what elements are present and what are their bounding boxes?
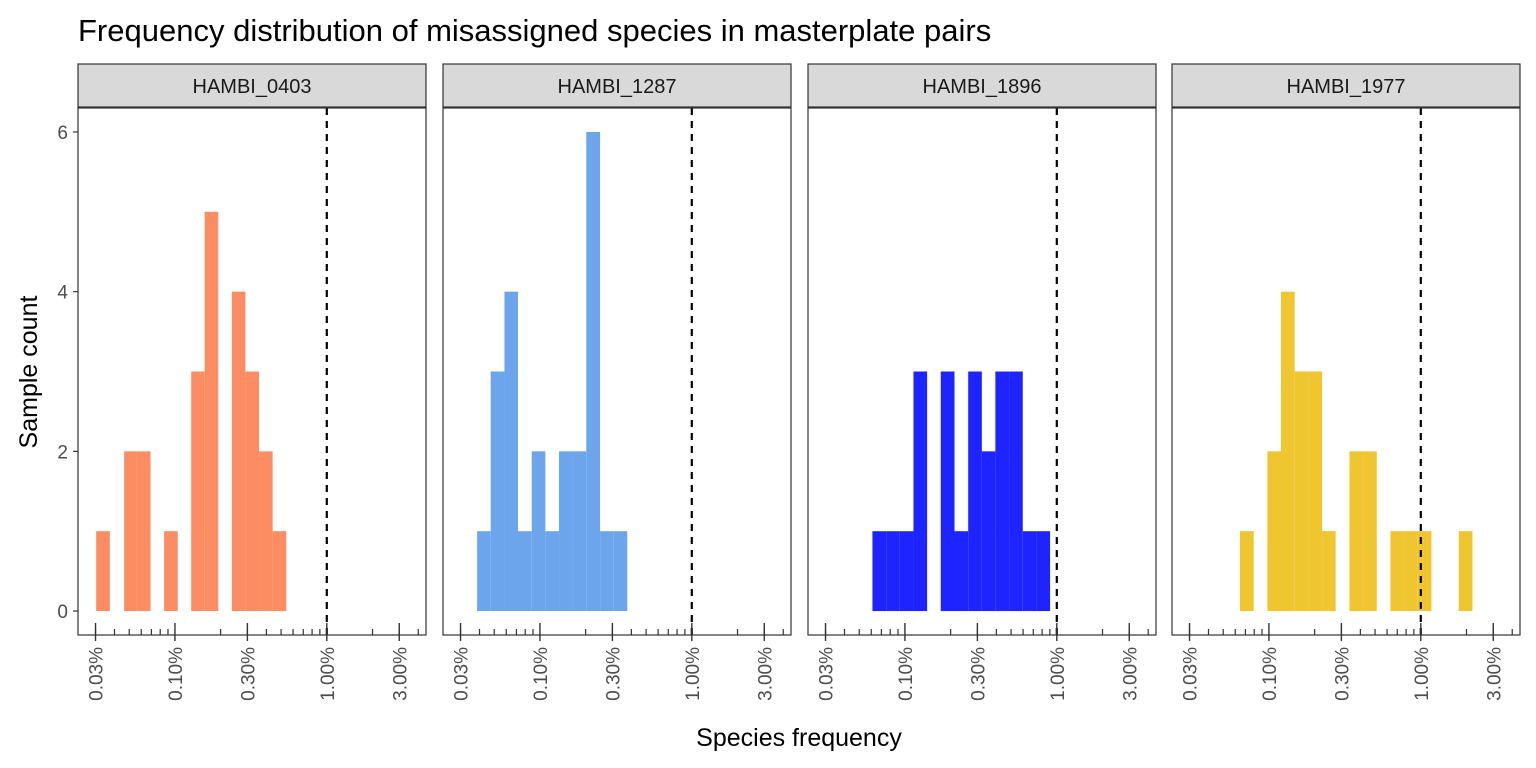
histogram-bar [954,531,969,612]
histogram-bar [968,371,982,612]
histogram-bar [1308,371,1323,612]
histogram-bar [490,371,505,612]
x-tick-label: 0.10% [531,647,552,701]
x-tick-label: 0.30% [968,647,989,701]
histogram-bar [191,371,205,612]
histogram-bar [477,531,491,612]
facet-strip [1171,63,1521,108]
facet-strip [442,63,792,108]
x-tick-label: 0.03% [817,647,838,701]
y-tick-label: 0 [57,602,68,623]
histogram-bar [995,371,1010,612]
histogram-bar [559,451,573,612]
facet-strip-label: HAMBI_1287 [558,76,677,98]
histogram-bar [259,451,273,612]
facet-strip-label: HAMBI_1977 [1287,76,1406,98]
panel-border [77,107,427,636]
histogram-bar [572,451,587,612]
y-tick-label: 6 [57,123,68,144]
histogram-bar [204,211,219,612]
x-tick-label: 0.10% [896,647,917,701]
x-tick-label: 3.00% [390,647,411,701]
histogram-bar [164,531,178,612]
histogram-bar [124,451,137,612]
x-tick-label: 1.00% [1048,647,1069,701]
panel-border [807,107,1157,636]
histogram-bar [504,291,518,612]
facet-strip [77,63,427,108]
x-tick-label: 0.10% [1260,647,1281,701]
y-tick-label: 2 [57,442,68,463]
histogram-bar [1036,531,1051,612]
x-tick-label: 0.30% [603,647,624,701]
histogram-bar [586,131,601,612]
histogram-bar [1458,531,1473,612]
histogram-bar [1390,531,1405,612]
histogram-bar [886,531,900,612]
facet-strip-label: HAMBI_0403 [193,76,312,98]
histogram-bar [899,531,914,612]
histogram-bar [872,531,887,612]
histogram-bar [96,531,110,612]
histogram-bar [1267,451,1282,612]
x-tick-label: 1.00% [1412,647,1433,701]
histogram-bar [981,451,996,612]
histogram-bar [1240,531,1254,612]
histogram-bar [940,371,955,612]
x-tick-label: 0.10% [166,647,187,701]
x-tick-label: 3.00% [1484,647,1505,701]
y-axis-title: Sample count [15,296,43,449]
x-tick-label: 0.03% [87,647,108,701]
histogram-bar [913,371,928,612]
x-tick-label: 3.00% [755,647,776,701]
histogram-bar [545,531,560,612]
y-tick-label: 4 [57,283,68,304]
panel-border [442,107,792,636]
histogram-bar [1281,291,1295,612]
histogram-bar [1294,371,1309,612]
x-tick-label: 0.30% [1332,647,1353,701]
facet-panel: HAMBI_1896 0.03% 0.10% 0.30% 1.00% 3.00% [807,63,1157,701]
x-tick-label: 1.00% [683,647,704,701]
histogram-bar [600,531,614,612]
histogram-bar [531,451,546,612]
histogram-bar [1404,531,1418,612]
x-tick-label: 0.30% [238,647,259,701]
x-tick-label: 0.03% [1181,647,1202,701]
facet-strip-label: HAMBI_1896 [923,76,1042,98]
histogram-bar [272,531,287,612]
chart-title: Frequency distribution of misassigned sp… [78,13,991,48]
panel-border [1171,107,1521,636]
x-tick-label: 1.00% [318,647,339,701]
x-tick-label: 0.03% [452,647,473,701]
facet-panel: HAMBI_1287 0.03% 0.10% 0.30% 1.00% 3.00% [442,63,792,701]
histogram-bar [245,371,260,612]
histogram-bar [613,531,628,612]
histogram-bar [1022,531,1037,612]
histogram-bar [517,531,532,612]
histogram-bar [1349,451,1364,612]
histogram-bar [1363,451,1377,612]
histogram-bar [231,291,246,612]
histogram-bar [1009,371,1023,612]
x-axis-title: Species frequency [696,724,902,752]
facet-strip [807,63,1157,108]
facet-panel: HAMBI_1977 0.03% 0.10% 0.30% 1.00% 3.00% [1171,63,1521,701]
facet-panel: HAMBI_0403 0 2 4 6 0.03% 0.10% 0.30% 1.00% 3.00% [57,63,427,701]
histogram-bar [1322,531,1336,612]
histogram-bar [136,451,151,612]
x-tick-label: 3.00% [1120,647,1141,701]
